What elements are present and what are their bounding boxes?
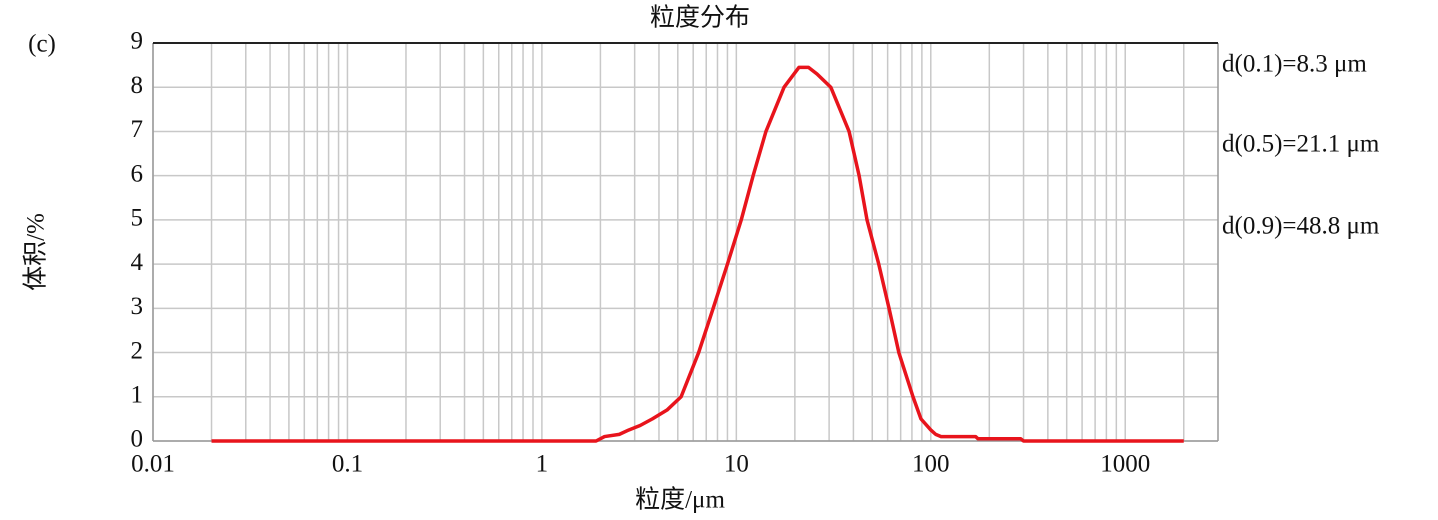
x-tick-label: 1 [536,451,549,478]
y-tick-label: 4 [131,249,144,276]
annotation: d(0.5)=21.1 μm [1222,131,1380,158]
x-tick-label: 0.1 [332,451,363,478]
y-tick-label: 6 [131,160,144,187]
y-tick-label: 2 [131,337,144,364]
panel-label: (c) [28,31,56,58]
data-line [211,65,1184,443]
annotation: d(0.1)=8.3 μm [1222,51,1367,78]
x-tick-label: 0.01 [131,451,175,478]
x-tick-label: 1000 [1100,451,1150,478]
annotation: d(0.9)=48.8 μm [1222,213,1380,240]
y-tick-label: 1 [131,382,144,409]
x-axis-label: 粒度/μm [635,486,725,514]
y-tick-label: 3 [131,293,144,320]
y-tick-label: 7 [131,116,144,143]
x-tick-label: 100 [912,451,950,478]
y-tick-label: 0 [131,426,144,453]
y-tick-label: 9 [131,28,144,55]
y-axis-label: 体积/% [22,213,50,291]
y-tick-label: 5 [131,205,144,232]
y-tick-label: 8 [131,72,144,99]
x-tick-label: 10 [724,451,749,478]
chart-title: 粒度分布 [650,4,750,32]
